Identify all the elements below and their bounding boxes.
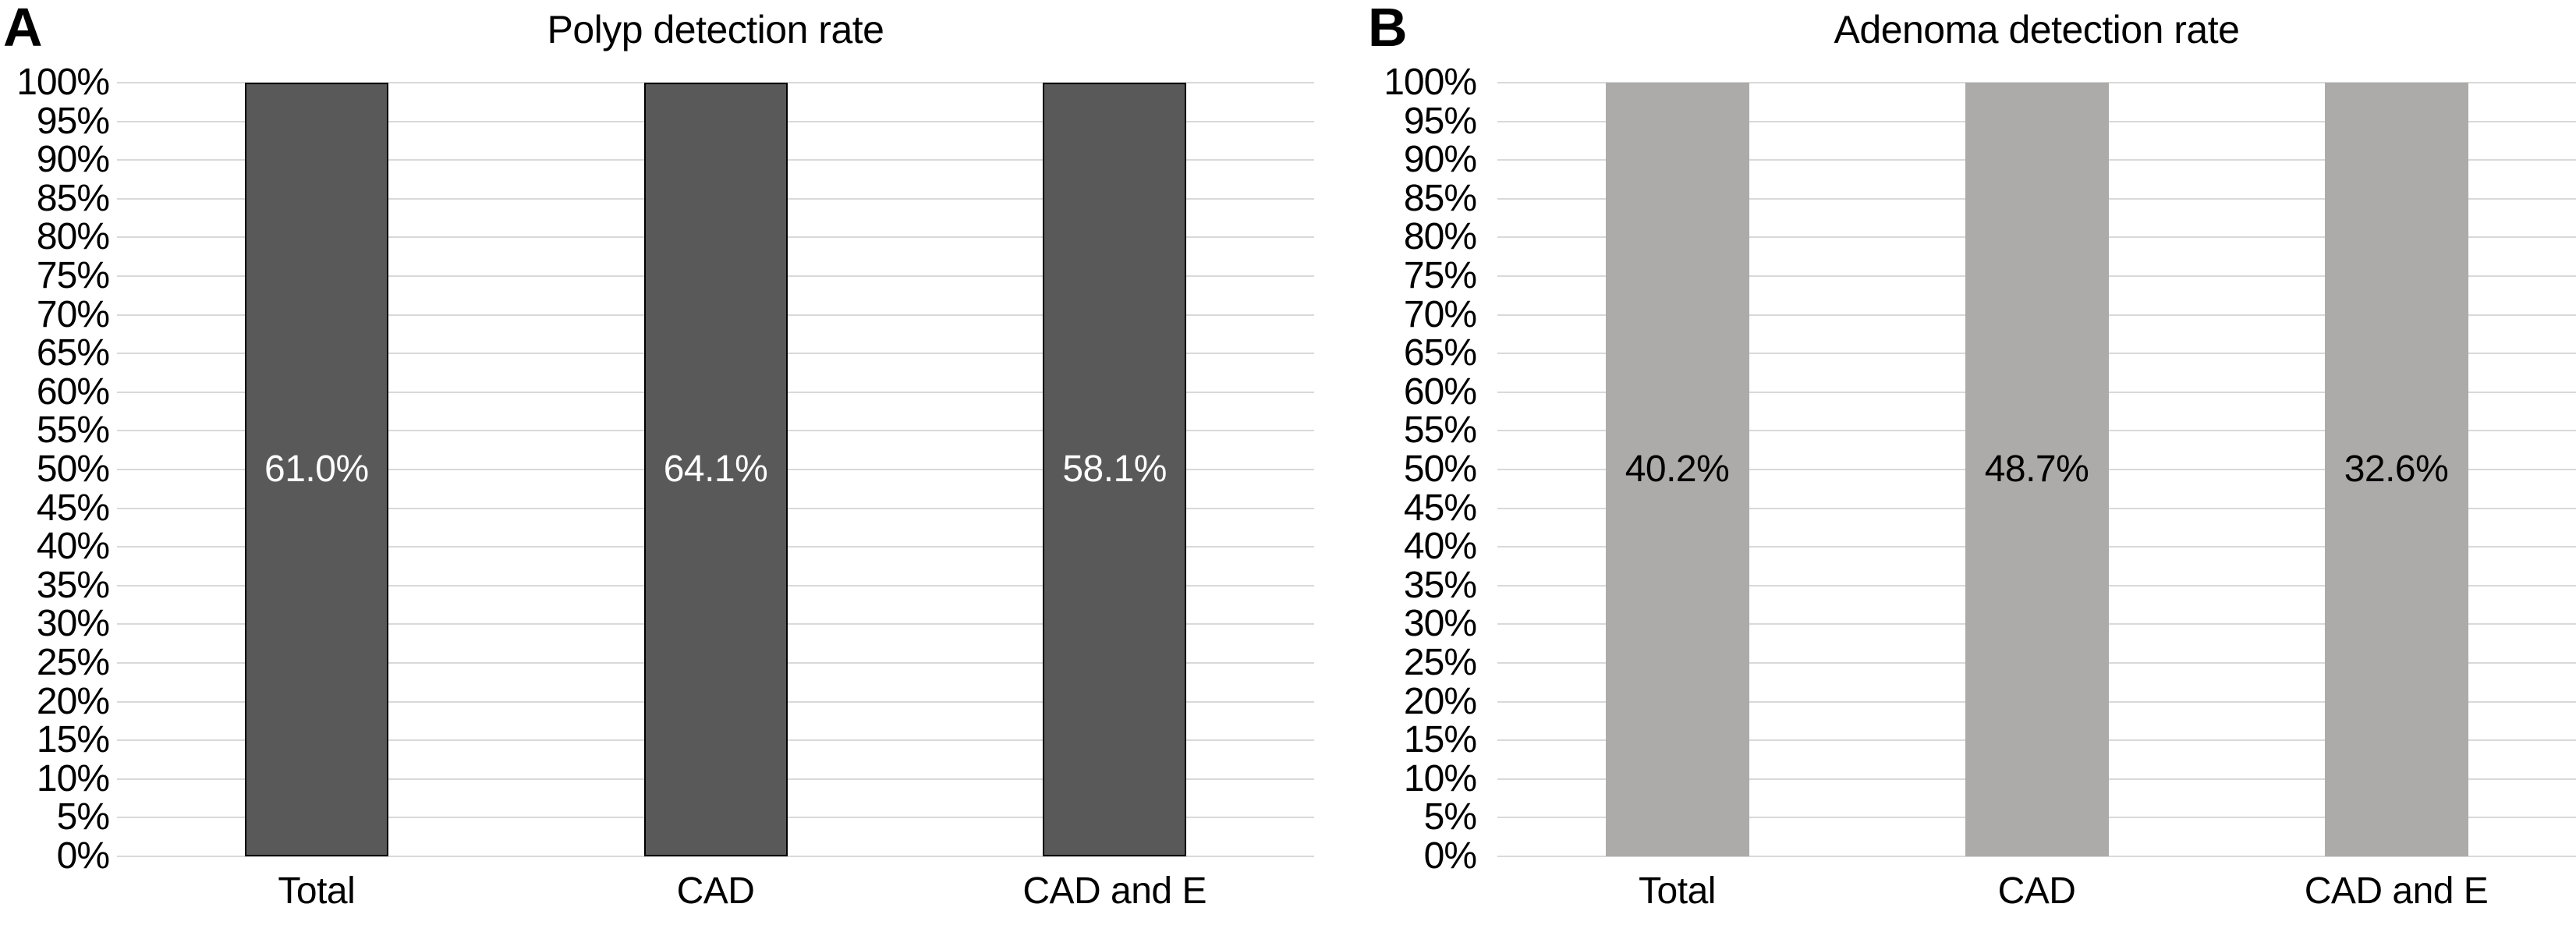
y-tick-label-35pct: 35% (1403, 564, 1477, 606)
y-tick-label-50pct: 50% (36, 448, 110, 490)
y-tick-label-30pct: 30% (36, 603, 110, 645)
y-tick-label-15pct: 15% (36, 719, 110, 761)
panel-b: B Adenoma detection rate 100% 95% 90% 85% 80… (1357, 0, 2576, 925)
y-tick-label-75pct: 75% (36, 255, 110, 296)
y-tick-label-70pct: 70% (36, 293, 110, 335)
y-tick-label-85pct: 85% (1403, 177, 1477, 219)
panel-a-plot-area: 61.0% 64.1% 58.1% (117, 82, 1314, 857)
data-label-total: 61.0% (264, 448, 369, 490)
panel-a-title: Polyp detection rate (547, 8, 884, 51)
data-label-cad: 48.7% (1984, 448, 2089, 490)
x-category-label-cad: CAD (1997, 870, 2076, 912)
y-tick-label-5pct: 5% (1423, 796, 1477, 838)
y-tick-label-40pct: 40% (1403, 526, 1477, 568)
y-tick-label-100pct: 100% (1384, 62, 1477, 103)
y-tick-label-15pct: 15% (1403, 719, 1477, 761)
y-tick-label-75pct: 75% (1403, 255, 1477, 296)
bar-cad-and-e: 58.1% (1043, 83, 1187, 856)
y-tick-label-45pct: 45% (1403, 487, 1477, 529)
y-tick-label-95pct: 95% (1403, 100, 1477, 142)
bar-cad: 48.7% (1965, 83, 2109, 856)
y-tick-label-55pct: 55% (36, 409, 110, 452)
y-tick-label-40pct: 40% (36, 526, 110, 568)
y-tick-label-50pct: 50% (1403, 448, 1477, 490)
y-tick-label-80pct: 80% (36, 216, 110, 258)
x-category-label-cad: CAD (676, 870, 755, 912)
data-label-total: 40.2% (1625, 448, 1730, 490)
y-tick-label-10pct: 10% (36, 757, 110, 799)
y-tick-label-0pct: 0% (56, 835, 110, 877)
panel-b-letter: B (1368, 0, 1408, 58)
x-category-label-total: Total (1639, 870, 1716, 912)
panel-a: A Polyp detection rate 100% 95% 90% 85% 80% 7… (3, 0, 1314, 912)
y-tick-label-55pct: 55% (1403, 409, 1477, 452)
data-label-cad-and-e: 32.6% (2344, 448, 2449, 490)
y-tick-label-25pct: 25% (1403, 642, 1477, 683)
bar-total: 61.0% (244, 83, 388, 856)
y-tick-label-20pct: 20% (36, 680, 110, 722)
y-tick-label-30pct: 30% (1403, 603, 1477, 645)
x-category-label-cad-and-e: CAD and E (1022, 870, 1207, 912)
y-tick-label-25pct: 25% (36, 642, 110, 683)
y-tick-label-45pct: 45% (36, 487, 110, 529)
y-tick-label-90pct: 90% (36, 139, 110, 181)
y-tick-label-100pct: 100% (16, 62, 110, 103)
y-tick-label-5pct: 5% (56, 796, 110, 838)
y-tick-label-20pct: 20% (1403, 680, 1477, 722)
data-label-cad-and-e: 58.1% (1062, 448, 1167, 490)
x-category-label-total: Total (278, 870, 356, 912)
y-tick-label-95pct: 95% (36, 100, 110, 142)
gridline-0pct (1497, 856, 2576, 857)
panel-b-title: Adenoma detection rate (1834, 8, 2240, 51)
data-label-cad: 64.1% (663, 448, 768, 490)
panel-b-plot-area: 40.2% 48.7% 32.6% (1497, 82, 2576, 857)
panel-a-letter: A (3, 0, 43, 58)
y-tick-label-10pct: 10% (1403, 757, 1477, 799)
x-category-label-cad-and-e: CAD and E (2304, 870, 2489, 912)
y-tick-label-65pct: 65% (36, 332, 110, 374)
y-tick-label-0pct: 0% (1423, 835, 1477, 877)
gridline-0pct (117, 856, 1314, 857)
y-tick-label-85pct: 85% (36, 177, 110, 219)
y-tick-label-60pct: 60% (36, 370, 110, 413)
y-tick-label-90pct: 90% (1403, 139, 1477, 181)
bar-cad: 64.1% (643, 83, 788, 856)
y-tick-label-35pct: 35% (36, 564, 110, 606)
bar-cad-and-e: 32.6% (2324, 83, 2468, 856)
y-tick-label-65pct: 65% (1403, 332, 1477, 374)
y-tick-label-80pct: 80% (1403, 216, 1477, 258)
y-tick-label-60pct: 60% (1403, 370, 1477, 413)
bar-total: 40.2% (1605, 83, 1749, 856)
y-tick-label-70pct: 70% (1403, 293, 1477, 335)
